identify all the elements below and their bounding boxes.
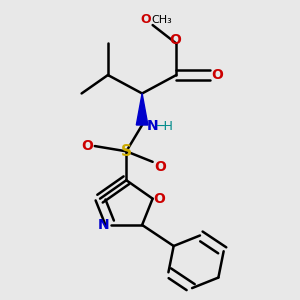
- Text: ─H: ─H: [157, 120, 173, 133]
- Text: N: N: [98, 218, 110, 232]
- Text: O: O: [169, 32, 181, 46]
- Text: O: O: [81, 139, 93, 153]
- Text: O: O: [141, 13, 152, 26]
- Text: O: O: [153, 192, 165, 206]
- Text: O: O: [154, 160, 166, 174]
- Text: CH₃: CH₃: [152, 15, 172, 25]
- Text: S: S: [121, 144, 132, 159]
- Polygon shape: [136, 93, 148, 125]
- Text: N: N: [147, 119, 158, 133]
- Text: O: O: [211, 68, 223, 82]
